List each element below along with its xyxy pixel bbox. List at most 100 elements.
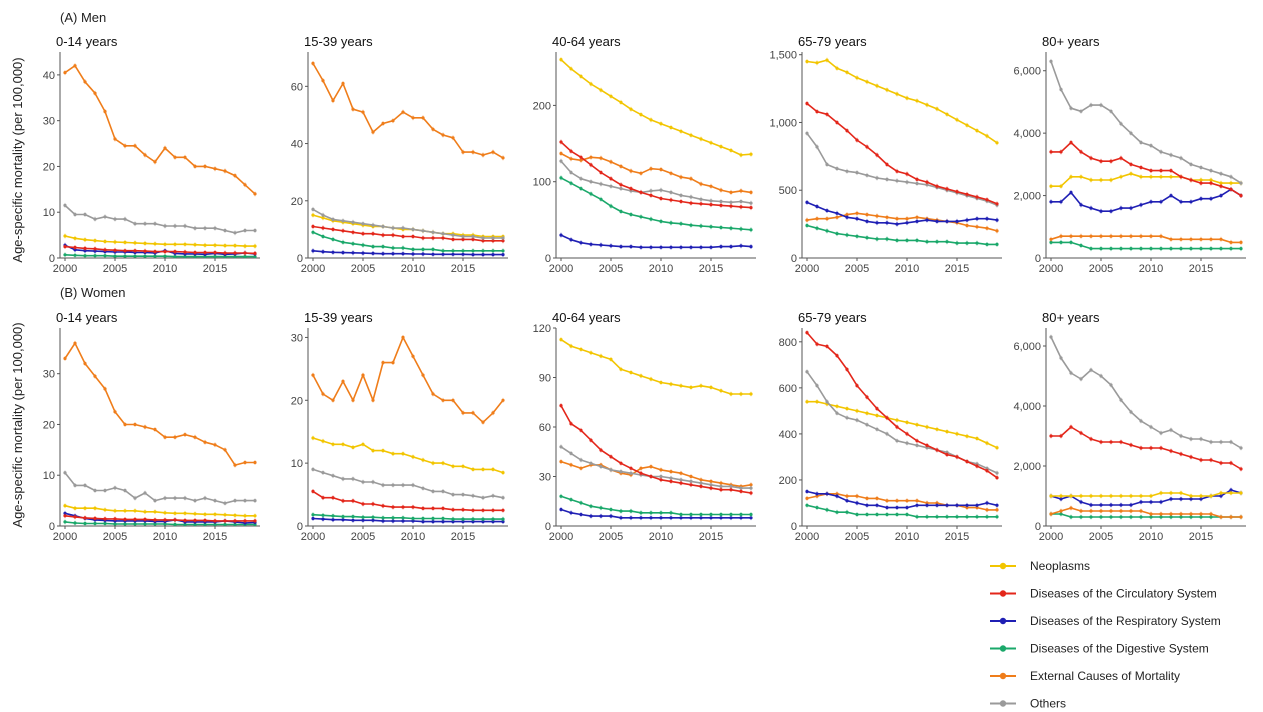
data-point (471, 467, 475, 471)
data-point (441, 252, 445, 256)
series-line (1051, 141, 1242, 197)
series-line (806, 504, 997, 518)
data-point (569, 157, 573, 161)
panel-title: 15-39 years (304, 310, 373, 325)
data-point (975, 225, 979, 229)
data-point (371, 480, 375, 484)
data-point (935, 501, 939, 505)
data-point (1159, 247, 1163, 251)
y-tick-label: 600 (779, 383, 797, 395)
data-point (945, 503, 949, 507)
data-point (471, 253, 475, 257)
data-point (559, 404, 563, 408)
y-tick-label: 400 (779, 429, 797, 441)
data-point (845, 494, 849, 498)
data-point (1239, 247, 1243, 251)
legend-swatch-dot (999, 672, 1007, 680)
x-tick-label: 2010 (401, 531, 425, 543)
data-point (709, 512, 713, 517)
data-point (679, 516, 683, 520)
data-point (659, 478, 663, 482)
chart-panel: 15-39 years 0 20 40 60 2000 2005 2010 2015 (291, 34, 508, 275)
data-point (815, 61, 819, 65)
data-point (1169, 237, 1173, 241)
data-point (183, 511, 187, 515)
data-point (629, 187, 633, 191)
data-point (885, 162, 889, 167)
data-point (331, 99, 335, 103)
data-point (845, 499, 849, 503)
data-point (361, 442, 365, 446)
data-point (1199, 458, 1203, 462)
data-point (1059, 200, 1063, 204)
data-point (501, 471, 505, 475)
data-point (411, 455, 415, 459)
data-point (699, 245, 703, 249)
data-point (461, 520, 465, 524)
data-point (985, 466, 989, 470)
data-point (579, 158, 583, 162)
series-diseases-of-the-circulatory-system (805, 101, 999, 207)
data-point (975, 195, 979, 199)
x-tick-label: 2010 (895, 531, 919, 543)
data-point (391, 233, 395, 237)
data-point (1109, 515, 1113, 519)
data-point (243, 499, 247, 503)
data-point (341, 81, 345, 86)
data-point (481, 236, 485, 240)
y-axis-label-men: Age-specific mortality (per 100,000) (10, 57, 25, 262)
series-others (1049, 58, 1243, 186)
data-point (253, 192, 257, 196)
data-point (1109, 494, 1113, 498)
series-line (560, 141, 752, 209)
data-point (401, 519, 405, 523)
data-point (739, 516, 743, 520)
data-point (223, 519, 227, 523)
data-point (361, 222, 365, 226)
data-point (1089, 515, 1093, 519)
data-point (153, 160, 157, 164)
data-point (1179, 491, 1183, 495)
data-point (451, 237, 455, 241)
data-point (1159, 491, 1163, 495)
data-point (815, 400, 819, 404)
x-tick-label: 2000 (549, 263, 573, 275)
data-point (1159, 446, 1163, 450)
data-point (825, 400, 829, 404)
data-point (163, 518, 167, 522)
y-tick-label: 0 (1035, 521, 1041, 533)
data-point (955, 118, 959, 122)
data-point (411, 505, 415, 509)
legend-label: Diseases of the Respiratory System (1030, 614, 1221, 628)
data-point (461, 234, 465, 239)
series-line (1051, 426, 1242, 470)
data-point (915, 219, 919, 223)
x-tick-label: 2005 (351, 531, 375, 543)
data-point (1139, 509, 1143, 513)
data-point (709, 486, 713, 490)
series-line (806, 201, 998, 225)
series-line (560, 495, 751, 516)
data-point (629, 169, 633, 173)
data-point (669, 511, 673, 515)
data-point (865, 503, 869, 507)
data-point (371, 518, 375, 522)
data-point (321, 226, 325, 230)
data-point (559, 176, 563, 180)
data-point (213, 226, 217, 230)
data-point (865, 411, 869, 415)
y-tick-label: 0 (297, 521, 303, 533)
section-label-women: (B) Women (60, 285, 126, 300)
data-point (401, 505, 405, 509)
data-point (985, 198, 989, 202)
data-point (1109, 178, 1113, 182)
y-tick-label: 0 (49, 521, 55, 533)
data-point (865, 236, 869, 240)
legend-item-diseases-of-the-circulatory-system: Diseases of the Circulatory System (990, 587, 1217, 601)
data-point (699, 137, 703, 141)
y-tick-label: 20 (43, 419, 55, 431)
data-point (461, 464, 465, 468)
x-tick-label: 2000 (53, 531, 77, 543)
data-point (559, 460, 563, 464)
data-point (451, 520, 455, 524)
